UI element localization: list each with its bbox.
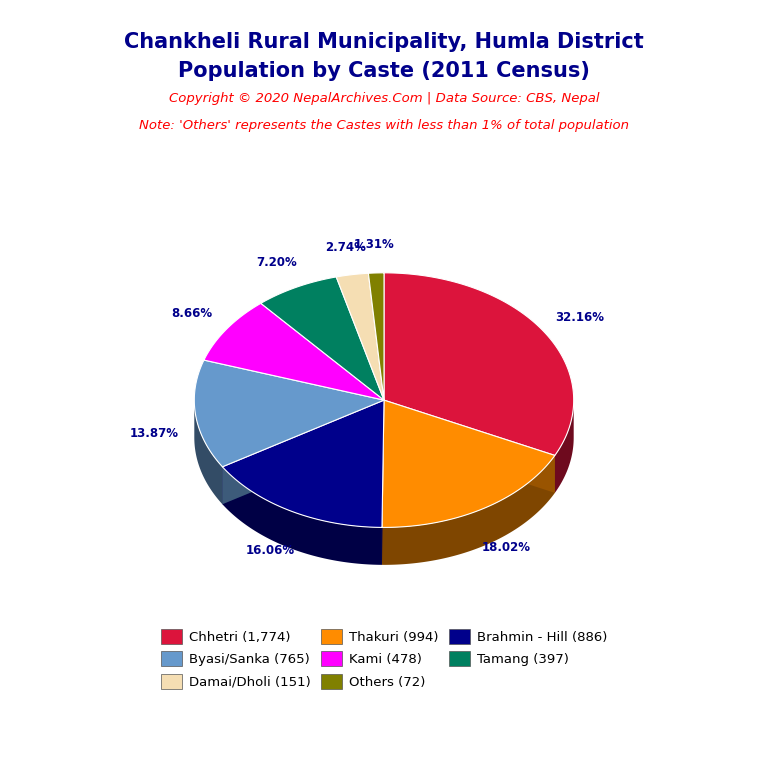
Polygon shape xyxy=(382,400,554,528)
Text: 16.06%: 16.06% xyxy=(246,544,295,557)
Polygon shape xyxy=(382,455,554,564)
Text: Copyright © 2020 NepalArchives.Com | Data Source: CBS, Nepal: Copyright © 2020 NepalArchives.Com | Dat… xyxy=(169,92,599,104)
Text: 7.20%: 7.20% xyxy=(257,256,297,269)
Text: Chankheli Rural Municipality, Humla District: Chankheli Rural Municipality, Humla Dist… xyxy=(124,32,644,52)
Polygon shape xyxy=(382,400,384,564)
Polygon shape xyxy=(194,401,223,505)
Text: 18.02%: 18.02% xyxy=(482,541,531,554)
Text: Note: 'Others' represents the Castes with less than 1% of total population: Note: 'Others' represents the Castes wit… xyxy=(139,120,629,132)
Polygon shape xyxy=(384,400,554,493)
Text: 1.31%: 1.31% xyxy=(354,238,395,251)
Polygon shape xyxy=(223,467,382,564)
Polygon shape xyxy=(384,400,554,493)
Polygon shape xyxy=(384,273,574,455)
Text: 2.74%: 2.74% xyxy=(325,240,366,253)
Polygon shape xyxy=(554,400,574,493)
Polygon shape xyxy=(223,400,384,528)
Polygon shape xyxy=(194,360,384,467)
Text: 13.87%: 13.87% xyxy=(130,426,179,439)
Polygon shape xyxy=(369,273,384,400)
Text: 8.66%: 8.66% xyxy=(171,307,213,320)
Polygon shape xyxy=(204,303,384,400)
Legend: Chhetri (1,774), Byasi/Sanka (765), Damai/Dholi (151), Thakuri (994), Kami (478): Chhetri (1,774), Byasi/Sanka (765), Dama… xyxy=(161,629,607,689)
Polygon shape xyxy=(336,273,384,400)
Polygon shape xyxy=(223,400,384,505)
Text: 32.16%: 32.16% xyxy=(555,311,604,324)
Text: Population by Caste (2011 Census): Population by Caste (2011 Census) xyxy=(178,61,590,81)
Polygon shape xyxy=(261,277,384,400)
Polygon shape xyxy=(223,400,384,505)
Polygon shape xyxy=(382,400,384,564)
